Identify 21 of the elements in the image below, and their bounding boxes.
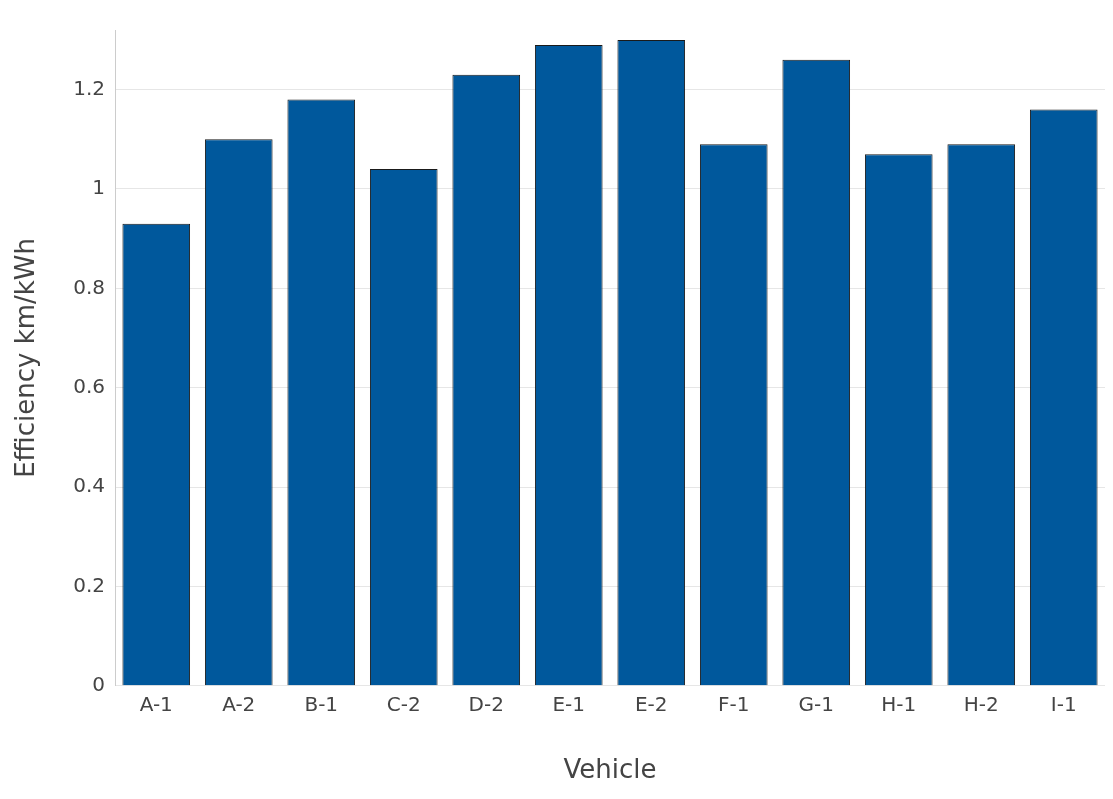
y-tick-label: 0.4: [73, 473, 106, 498]
x-tick-label: G-1: [798, 692, 834, 716]
y-tick-label: 1.2: [73, 75, 106, 100]
y-tick-label: 0.2: [73, 572, 106, 597]
x-tick-label: C-2: [386, 692, 421, 716]
y-tick-label: 0: [92, 672, 106, 696]
x-tick-label: B-1: [304, 692, 339, 716]
x-tick-label: I-1: [1050, 692, 1077, 716]
y-tick-label: 1: [92, 175, 106, 200]
y-axis-title: Efficiency km/kWh: [10, 237, 41, 478]
x-tick-label: D-2: [468, 692, 504, 716]
x-tick-label: H-1: [881, 692, 917, 716]
x-tick-label: H-2: [963, 692, 999, 716]
y-tick-label: 0.6: [73, 373, 106, 398]
x-tick-label: A-1: [139, 692, 173, 716]
y-tick-label: 0.8: [73, 274, 106, 299]
x-tick-label: E-1: [552, 692, 586, 716]
x-axis-title: Vehicle: [563, 754, 657, 785]
x-tick-label: A-2: [222, 692, 256, 716]
x-tick-label: E-2: [634, 692, 668, 716]
x-tick-label: F-1: [718, 692, 750, 716]
